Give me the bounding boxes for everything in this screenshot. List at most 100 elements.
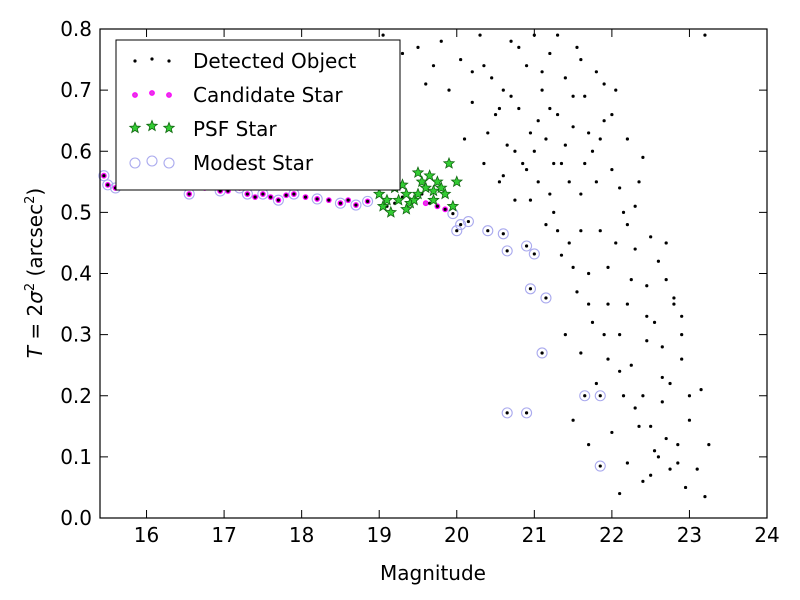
detected-object-point	[509, 94, 513, 98]
x-tick-label: 23	[677, 523, 702, 547]
detected-object-point	[602, 82, 606, 86]
detected-object-point	[641, 155, 645, 159]
detected-object-point	[656, 455, 661, 459]
detected-object-point	[587, 302, 591, 306]
psf-star-point	[438, 187, 452, 200]
legend-marker-psf-star	[128, 121, 142, 134]
detected-object-point	[521, 161, 525, 166]
detected-object-point	[548, 192, 552, 196]
x-tick-label: 20	[444, 523, 469, 547]
detected-object-point	[587, 443, 591, 447]
detected-object-point	[680, 357, 684, 361]
detected-object-point	[606, 302, 610, 306]
detected-object-point	[292, 192, 296, 196]
y-tick-label: 0.2	[60, 384, 92, 408]
legend-marker-candidate-star	[166, 92, 172, 98]
detected-object-point	[687, 394, 692, 398]
detected-object-point	[703, 495, 707, 499]
detected-object-point	[482, 161, 486, 166]
axis-ticks: 16 17 18 19 20 21 22 23 24 0.0 0.1 0.2 0.3 0.4 0.5 0.6 0…	[60, 17, 780, 547]
detected-object-point	[575, 45, 579, 49]
detected-object-point	[284, 193, 288, 197]
modest-star-point	[350, 199, 362, 211]
x-tick-label: 21	[522, 523, 547, 547]
detected-object-point	[633, 406, 637, 410]
legend-entry-candidate-star: Candidate Star	[132, 83, 343, 107]
legend-marker-detected-object	[150, 57, 154, 61]
detected-object-point	[625, 461, 629, 465]
detected-object-point	[497, 106, 502, 111]
detected-object-point	[571, 418, 575, 422]
x-tick-label: 22	[599, 523, 624, 547]
detected-object-point	[459, 57, 463, 62]
modest-star-point	[102, 179, 114, 191]
detected-object-point	[486, 131, 490, 135]
legend-entry-psf-star: PSF Star	[128, 117, 277, 141]
detected-object-point	[486, 229, 490, 233]
detected-object-point	[431, 64, 436, 68]
detected-object-point	[567, 180, 571, 184]
psf-star-point	[384, 205, 398, 218]
psf-star-point	[380, 193, 394, 206]
detected-object-point	[276, 198, 280, 202]
detected-object-point	[555, 229, 560, 233]
detected-object-point	[594, 70, 598, 74]
y-axis-label-close: )	[23, 188, 47, 196]
detected-object-point	[462, 137, 467, 141]
psf-star-point	[415, 175, 429, 188]
detected-object-point	[548, 51, 552, 56]
legend-label: Modest Star	[193, 151, 314, 175]
detected-object-point	[517, 106, 521, 111]
detected-object-point	[668, 381, 672, 386]
detected-object-point	[598, 464, 602, 468]
modest-star-point	[536, 347, 548, 359]
y-axis-label-eq: = 2	[23, 304, 47, 346]
detected-object-point	[614, 241, 618, 245]
detected-object-point	[571, 94, 575, 98]
detected-object-point	[261, 192, 265, 196]
detected-object-point	[524, 411, 529, 415]
detected-object-point	[563, 333, 567, 337]
psf-star-point	[427, 184, 440, 197]
detected-object-point	[536, 180, 540, 184]
detected-object-point	[269, 195, 273, 199]
detected-object-point	[664, 241, 668, 245]
detected-object-point	[680, 333, 684, 337]
detected-object-point	[548, 106, 552, 111]
detected-object-point	[660, 345, 664, 349]
detected-object-point	[443, 207, 447, 211]
legend-frame	[115, 39, 401, 191]
detected-object-point	[641, 479, 645, 483]
detected-object-point	[303, 195, 308, 199]
detected-object-point	[652, 449, 657, 453]
modest-star-point	[524, 283, 536, 295]
detected-object-point	[649, 424, 653, 428]
detected-object-point	[455, 229, 459, 233]
modest-star-point	[334, 197, 346, 209]
detected-object-point	[598, 137, 602, 141]
modest-star-point	[528, 248, 540, 260]
detected-object-point	[490, 76, 494, 80]
legend-marker-detected-object	[133, 59, 137, 63]
x-axis-label: Magnitude	[380, 561, 486, 585]
modest-star-point	[311, 193, 323, 205]
detected-object-point	[524, 167, 529, 172]
psf-star-point	[431, 175, 444, 188]
detected-object-point	[594, 381, 598, 386]
legend-marker-candidate-star	[149, 90, 155, 96]
detected-object-point	[482, 64, 486, 68]
legend-marker-psf-star	[145, 119, 159, 132]
detected-object-point	[501, 174, 505, 178]
psf-star-point	[372, 187, 386, 200]
detected-object-point	[629, 363, 633, 367]
psf-star-point	[400, 202, 413, 215]
detected-object-point	[544, 137, 548, 141]
detected-object-point	[637, 424, 641, 428]
x-tick-label: 24	[754, 523, 779, 547]
x-tick-label: 18	[289, 523, 314, 547]
detected-object-point	[614, 88, 618, 92]
modest-star-point	[594, 390, 606, 402]
y-tick-label: 0.5	[60, 200, 92, 224]
modest-star-point	[362, 195, 374, 207]
detected-object-point	[575, 290, 579, 294]
